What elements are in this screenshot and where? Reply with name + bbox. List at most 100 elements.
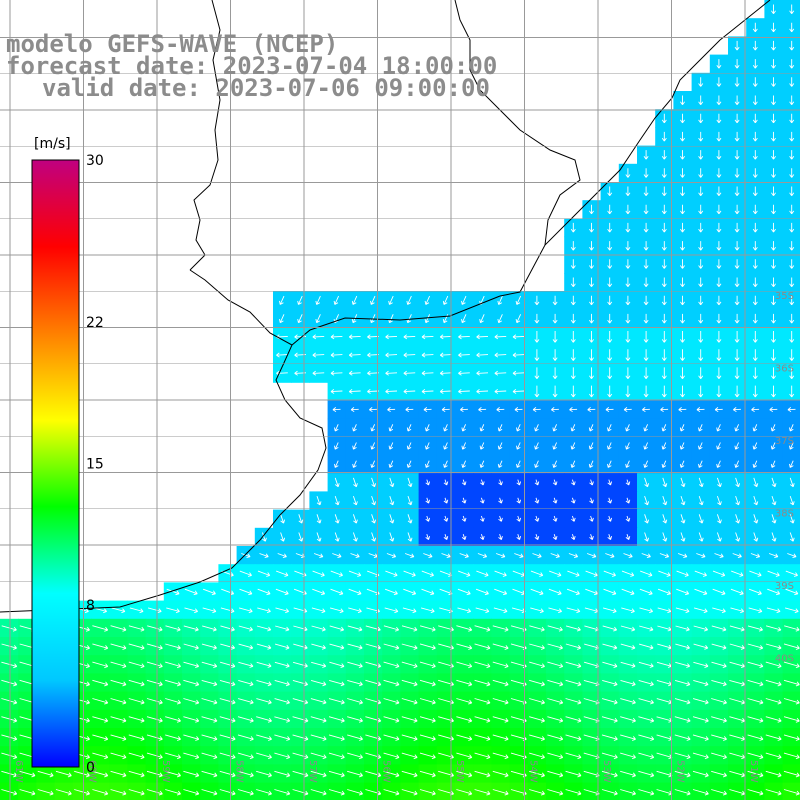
wind-arrow — [419, 643, 436, 650]
wind-arrow — [347, 789, 363, 796]
wind-arrow — [565, 698, 582, 705]
wind-arrow — [529, 661, 545, 669]
wind-arrow — [201, 770, 218, 778]
wind-arrow — [789, 150, 795, 160]
wind-arrow — [571, 479, 576, 486]
wind-arrow — [552, 424, 558, 432]
wind-arrow — [735, 495, 741, 506]
wind-arrow — [165, 752, 181, 760]
wind-arrow — [146, 679, 163, 687]
wind-arrow — [625, 259, 631, 269]
wind-arrow — [771, 495, 777, 506]
wind-arrow — [607, 442, 612, 450]
wind-arrow — [329, 661, 345, 669]
wind-arrow — [607, 479, 613, 486]
wind-arrow — [661, 168, 667, 178]
wind-arrow — [734, 204, 740, 215]
wind-arrow — [734, 168, 740, 178]
wind-arrow — [332, 553, 342, 559]
wind-arrow — [752, 385, 758, 398]
wind-arrow — [589, 367, 594, 380]
wind-arrow — [552, 515, 558, 522]
wind-arrow — [389, 514, 395, 524]
wind-arrow — [752, 150, 758, 160]
wind-arrow — [589, 349, 594, 361]
wind-arrow — [516, 460, 521, 468]
wind-arrow — [734, 277, 740, 287]
colorbar-gradient — [31, 159, 80, 768]
wind-arrow — [1, 661, 18, 669]
wind-arrow — [297, 295, 303, 305]
wind-arrow — [128, 625, 145, 632]
wind-arrow — [370, 314, 376, 324]
field-cell — [436, 782, 456, 800]
wind-arrow — [712, 570, 726, 577]
wind-arrow — [789, 40, 795, 51]
wind-arrow — [643, 424, 649, 432]
wind-arrow — [298, 532, 304, 542]
wind-arrow — [734, 40, 740, 51]
wind-arrow — [620, 698, 636, 705]
wind-arrow — [625, 367, 631, 380]
wind-arrow — [332, 407, 341, 412]
wind-arrow — [475, 607, 490, 614]
wind-arrow — [419, 770, 436, 778]
wind-arrow — [385, 570, 398, 577]
wind-arrow — [570, 277, 576, 287]
wind-arrow — [311, 643, 326, 650]
wind-arrow — [607, 277, 613, 287]
wind-arrow — [311, 661, 327, 668]
wind-arrow — [768, 553, 779, 559]
wind-arrow — [330, 352, 343, 358]
wind-arrow — [680, 204, 685, 215]
wind-arrow — [765, 661, 782, 669]
wind-arrow — [771, 331, 776, 343]
wind-arrow — [676, 570, 689, 577]
wind-arrow — [370, 295, 376, 305]
wind-arrow — [771, 204, 776, 215]
wind-arrow — [371, 532, 377, 542]
wind-arrow — [661, 313, 667, 324]
wind-arrow — [443, 497, 449, 504]
wind-arrow — [367, 388, 379, 394]
wind-arrow — [456, 752, 473, 760]
wind-arrow — [146, 661, 163, 669]
wind-arrow — [625, 295, 631, 306]
wind-arrow — [789, 477, 795, 488]
wind-arrow — [330, 370, 343, 376]
wind-arrow — [238, 661, 254, 668]
wind-arrow — [530, 570, 544, 577]
wind-arrow — [311, 607, 326, 614]
wind-arrow — [403, 588, 417, 596]
wind-arrow — [570, 349, 576, 361]
wind-arrow — [711, 734, 727, 741]
wind-arrow — [716, 150, 722, 160]
wind-arrow — [661, 424, 667, 432]
wind-arrow — [765, 734, 782, 741]
wind-arrow — [716, 95, 722, 105]
wind-arrow — [589, 277, 594, 287]
wind-arrow — [274, 734, 291, 741]
wind-arrow — [183, 698, 200, 705]
wind-arrow — [333, 295, 340, 305]
wind-arrow — [694, 588, 708, 596]
wind-arrow — [698, 277, 704, 287]
wind-arrow — [771, 131, 776, 142]
wind-arrow — [534, 295, 540, 306]
wind-arrow — [789, 442, 794, 450]
wind-arrow — [183, 643, 199, 650]
wind-arrow — [674, 752, 691, 760]
wind-arrow — [385, 370, 398, 376]
latitude-labels: 35S 36S 37S 38S 39S 40S — [775, 291, 794, 665]
field-cell — [691, 782, 711, 800]
wind-arrow — [110, 643, 127, 650]
wind-arrow — [424, 295, 431, 305]
wind-arrow — [552, 313, 558, 324]
wind-arrow — [514, 553, 524, 559]
wind-arrow — [694, 570, 707, 577]
wind-arrow — [443, 479, 449, 486]
wind-arrow — [752, 77, 758, 87]
wind-arrow — [735, 532, 741, 542]
wind-arrow — [698, 95, 704, 105]
wind-arrow — [752, 22, 758, 33]
